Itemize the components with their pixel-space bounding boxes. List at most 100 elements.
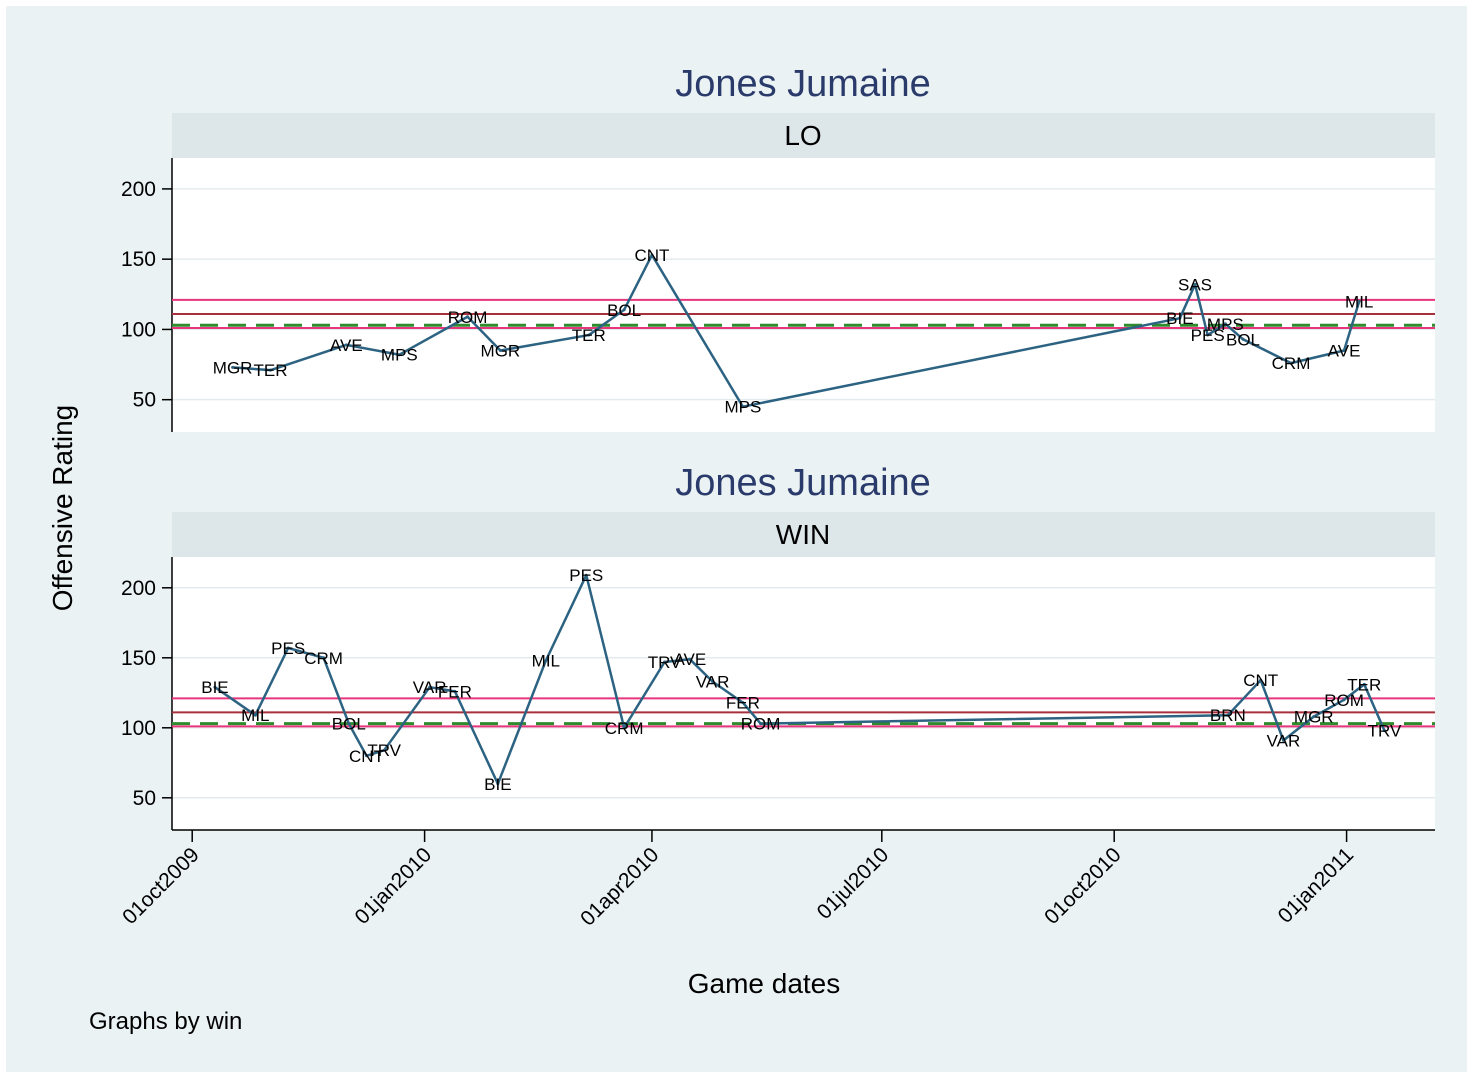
panel-2-point-label: MIL	[532, 652, 560, 671]
panel-1-point-label: TER	[572, 326, 606, 345]
panel-2-series: BIEMILPESCRMBOLCNTTRVVARFERBIEMILPESCRMT…	[201, 566, 1402, 794]
panel-2-plot-area	[172, 557, 1435, 830]
panel-2-point-label: ROM	[1324, 691, 1364, 710]
panel-2-data-point	[453, 689, 457, 693]
panel-1-point-label: MIL	[1345, 292, 1373, 311]
panel-1-series-line	[232, 253, 1361, 408]
x-tick-label: 01apr2010	[576, 843, 663, 930]
panel-2-data-point	[584, 573, 588, 577]
panel-2-data-point	[544, 659, 548, 663]
panel-2-point-label: BOL	[332, 715, 366, 734]
x-tick-label: 01jan2011	[1274, 843, 1359, 928]
panel-2-point-label: TER	[1347, 675, 1381, 694]
panel-1-title: Jones Jumaine	[675, 63, 931, 105]
panel-1-point-label: BIE	[1166, 309, 1193, 328]
panel-1-data-point	[1178, 316, 1182, 320]
panel-1-point-label: MGR	[213, 358, 253, 377]
panel-2-data-point	[428, 685, 432, 689]
panel-1-point-label: BOL	[607, 301, 641, 320]
x-axis: 01oct2009 01jan2010 01apr2010 01jul2010 01oc…	[118, 830, 1358, 931]
panel-1-data-point	[1223, 322, 1227, 326]
panel-1-data-point	[1357, 299, 1361, 303]
panel-2-y-axis: 50 100 150 200	[121, 577, 172, 810]
panel-2-point-label: BIE	[484, 775, 511, 794]
panel-2-y-tick-label: 100	[121, 717, 156, 740]
panel-1-point-label: SAS	[1178, 275, 1212, 294]
panel-1-point-label: PES	[1191, 326, 1225, 345]
panel-1-data-point	[1241, 337, 1245, 341]
panel-2-data-point	[213, 685, 217, 689]
panel-2-data-point	[1382, 729, 1386, 733]
panel-2-data-point	[1281, 738, 1285, 742]
x-tick-label: 01jan2010	[350, 843, 436, 929]
panel-2-data-point	[688, 657, 692, 661]
panel-1-point-label: MPS	[381, 346, 418, 365]
panel-1-data-point	[1206, 333, 1210, 337]
panel-2-strip-label: WIN	[776, 519, 830, 550]
panel-1-point-label: MPS	[724, 398, 761, 417]
panel-2-point-label: CNT	[1243, 671, 1278, 690]
panel-2-y-tick-label: 200	[121, 577, 156, 600]
panel-1-data-point	[231, 365, 235, 369]
panel-1-y-axis: 50 100 150 200	[121, 178, 172, 412]
panel-1-y-tick-label: 50	[133, 389, 156, 412]
panel-2-data-point	[286, 646, 290, 650]
panel-1-data-point	[397, 353, 401, 357]
panel-1-strip-label: LO	[784, 120, 821, 151]
panel-2-point-label: VAR	[696, 673, 730, 692]
panel-1-data-point	[1342, 349, 1346, 353]
panel-2-data-point	[1259, 678, 1263, 682]
panel-2-point-label: FER	[438, 682, 472, 701]
panel-1-point-label: TER	[254, 361, 288, 380]
x-tick-label: 01jul2010	[813, 843, 894, 924]
panel-1-data-point	[1289, 361, 1293, 365]
panel-2-point-label: TRV	[1368, 722, 1402, 741]
panel-2-data-point	[496, 782, 500, 786]
panel-1-data-point	[741, 405, 745, 409]
panel-2-data-point	[365, 754, 369, 758]
panel-1-grid	[172, 188, 1435, 401]
panel-1-y-tick-label: 150	[121, 248, 156, 271]
panel-2-point-label: TRV	[367, 741, 401, 760]
panel-2-point-label: VAR	[1267, 731, 1301, 750]
panel-2-strip	[172, 512, 1435, 557]
panel-1-data-point	[498, 349, 502, 353]
panel-2-grid	[172, 587, 1435, 799]
panel-2-data-point	[347, 722, 351, 726]
panel-1-y-tick-label: 100	[121, 318, 156, 341]
panel-2-data-point	[1312, 715, 1316, 719]
panel-2-data-point	[663, 660, 667, 664]
x-axis-title: Game dates	[688, 968, 841, 999]
panel-2-point-label: VAR	[413, 678, 447, 697]
panel-1-data-point	[344, 343, 348, 347]
panel-2-point-label: CRM	[605, 719, 644, 738]
panel-2-point-label: CRM	[304, 649, 343, 668]
panel-1-strip	[172, 113, 1435, 158]
panel-2-data-point	[1342, 698, 1346, 702]
panel-1-y-tick-label: 200	[121, 178, 156, 201]
panel-2-point-label: PES	[569, 566, 603, 585]
panel-1-point-label: ROM	[448, 308, 488, 327]
panel-2-point-label: MIL	[241, 706, 269, 725]
panel-2-y-tick-label: 150	[121, 647, 156, 670]
panel-1-point-label: CRM	[1272, 354, 1311, 373]
panel-2-data-point	[1362, 682, 1366, 686]
x-tick-label: 01oct2010	[1040, 843, 1126, 929]
panel-2-point-label: PES	[271, 639, 305, 658]
panel-2-point-label: CNT	[349, 747, 384, 766]
panel-1-point-label: AVE	[330, 336, 363, 355]
graph-note: Graphs by win	[89, 1008, 242, 1035]
panel-1-data-point	[587, 333, 591, 337]
panel-2-data-point	[759, 722, 763, 726]
panel-2-y-tick-label: 50	[133, 787, 156, 810]
panel-1-point-label: AVE	[1328, 342, 1361, 361]
x-tick-label: 01oct2009	[118, 843, 204, 929]
panel-1-data-point	[269, 368, 273, 372]
panel-1-data-point	[466, 315, 470, 319]
panel-1-point-label: MPS	[1207, 315, 1244, 334]
panel-2-data-point	[622, 726, 626, 730]
panel-2-data-point	[711, 680, 715, 684]
panel-2-data-point	[253, 713, 257, 717]
panel-2-data-point	[1226, 713, 1230, 717]
